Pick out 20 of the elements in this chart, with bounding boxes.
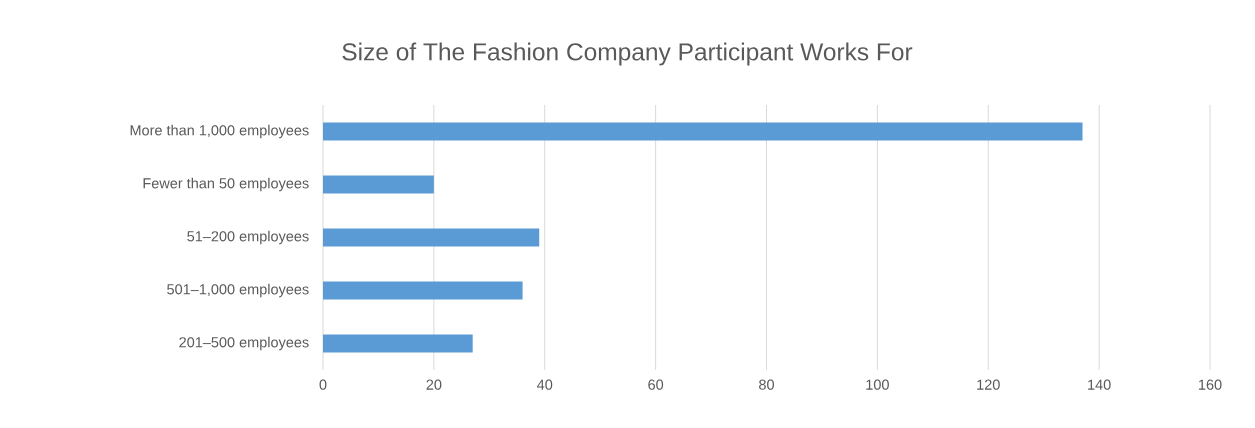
y-tick-label: Fewer than 50 employees: [143, 177, 309, 192]
chart-title: Size of The Fashion Company Participant Works For: [342, 42, 913, 66]
bar: [323, 175, 434, 194]
x-tick-label: 80: [759, 379, 775, 390]
y-tick-label: 501–1,000 employees: [167, 283, 309, 298]
x-tick-label: 60: [648, 379, 664, 390]
bar: [323, 122, 1083, 141]
bar: [323, 281, 523, 300]
x-tick-label: 0: [319, 379, 327, 390]
y-tick-label: 51–200 employees: [187, 230, 309, 245]
x-tick-label: 20: [426, 379, 442, 390]
bar: [323, 334, 473, 353]
x-tick-label: 120: [977, 379, 1000, 390]
y-tick-label: More than 1,000 employees: [130, 124, 309, 139]
x-tick-label: 100: [866, 379, 889, 390]
x-tick-label: 160: [1199, 379, 1222, 390]
bar: [323, 228, 540, 247]
y-tick-label: 201–500 employees: [179, 336, 309, 351]
x-tick-label: 40: [537, 379, 553, 390]
x-tick-label: 140: [1088, 379, 1111, 390]
